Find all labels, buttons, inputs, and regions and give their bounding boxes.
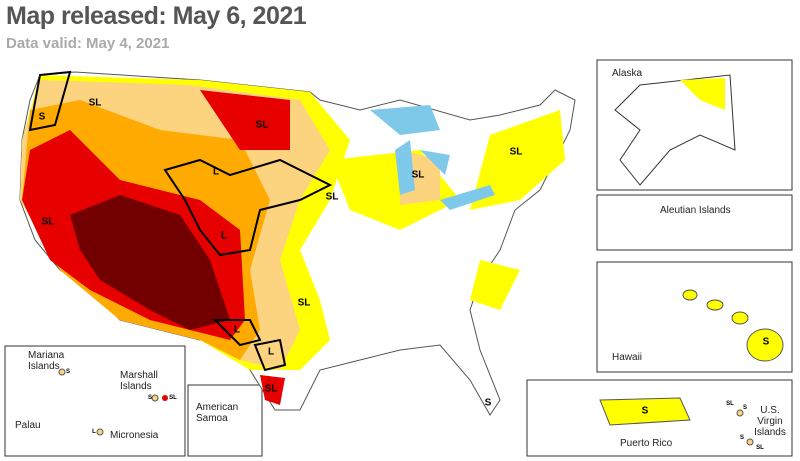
map-label: L	[220, 230, 228, 242]
virgin-island	[746, 438, 754, 446]
map-label: S	[147, 395, 153, 401]
exceptional-drought	[70, 195, 230, 330]
virgin-island	[736, 409, 744, 417]
map-label: SL	[411, 169, 425, 181]
inset-label: Mariana Islands	[28, 350, 65, 372]
micronesia-island	[96, 428, 104, 436]
map-label: SL	[726, 401, 734, 407]
alaska-shape	[614, 74, 736, 186]
map-label: SL	[255, 119, 269, 131]
map-label: S	[641, 405, 649, 417]
map-label: SL	[169, 395, 177, 401]
map-label: SL	[325, 191, 339, 203]
map-label: S	[484, 397, 492, 409]
inset-label: American Samoa	[196, 402, 239, 424]
puerto-rico-shape	[599, 397, 691, 426]
marshall-island	[151, 394, 159, 402]
marshall-island	[162, 395, 168, 401]
map-label: SL	[88, 97, 102, 109]
alaska-dry	[680, 78, 725, 110]
inset-label: Micronesia	[110, 430, 159, 441]
map-label: SL	[756, 445, 764, 451]
subtitle: Data valid: May 4, 2021	[6, 35, 170, 52]
map-label: S	[762, 336, 770, 348]
inset-label: Puerto Rico	[620, 438, 673, 449]
map-label: S	[739, 435, 745, 441]
map-label: SL	[297, 297, 311, 309]
impact-lines	[28, 70, 333, 372]
inset-label: Alaska	[612, 68, 643, 79]
map-label: SL	[264, 383, 278, 395]
mariana-island	[58, 368, 66, 376]
inset-label: Hawaii	[612, 352, 643, 363]
map-label: S	[38, 111, 46, 123]
inset-label: U.S. Virgin Islands	[754, 405, 786, 438]
inset-label: Aleutian Islands	[660, 205, 731, 216]
map-label: L	[92, 429, 96, 435]
great-lakes	[370, 105, 495, 210]
map-label: S	[65, 369, 71, 375]
inset-label: Marshall Islands	[120, 370, 158, 392]
map-label: L	[233, 324, 241, 336]
map-label: L	[212, 166, 220, 178]
map-label: L	[267, 346, 275, 358]
inset-label: Palau	[15, 420, 41, 431]
map-label: SL	[509, 146, 523, 158]
hawaii-islands	[682, 289, 784, 362]
map-label: S	[742, 405, 748, 411]
map-label: SL	[41, 216, 55, 228]
title: Map released: May 6, 2021	[6, 2, 307, 30]
